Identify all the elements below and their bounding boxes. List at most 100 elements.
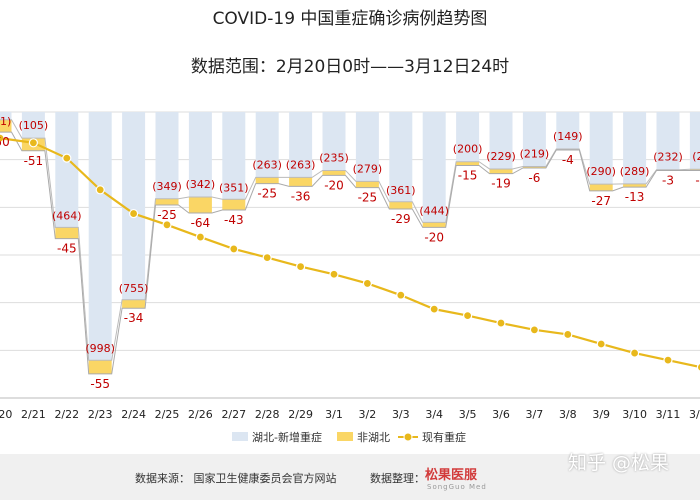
- non-hubei-data-label: -25: [257, 187, 277, 201]
- songguo-logo: 松果医服 SongGuo Med: [425, 464, 489, 496]
- non-hubei-data-label: -29: [391, 212, 411, 226]
- zhihu-watermark: 知乎 @松果: [568, 452, 670, 474]
- legend-swatch-current-point: [403, 432, 413, 442]
- x-tick-label: 3/12: [689, 408, 700, 421]
- bar-hubei: [556, 112, 580, 150]
- x-tick-label: 3/8: [559, 408, 577, 421]
- current-severe-point: [529, 325, 540, 335]
- non-hubei-data-label: -4: [562, 153, 574, 167]
- x-tick-label: 3/3: [392, 408, 410, 421]
- non-hubei-data-label: -50: [0, 135, 10, 149]
- current-severe-point: [629, 348, 640, 358]
- bar-hubei: [88, 112, 112, 361]
- non-hubei-data-label: -25: [358, 191, 378, 205]
- x-tick-label: 3/2: [359, 408, 377, 421]
- bar-hubei: [255, 112, 279, 178]
- bar-hubei: [389, 112, 413, 202]
- bar-hubei: [456, 112, 480, 162]
- x-tick-label: 2/28: [255, 408, 280, 421]
- bar-non-hubei: [589, 184, 613, 191]
- bar-hubei: [422, 112, 446, 223]
- x-tick-label: 2/22: [54, 408, 79, 421]
- current-severe-point: [62, 153, 72, 163]
- bar-non-hubei: [289, 177, 313, 187]
- hubei-data-label: (755): [119, 282, 149, 295]
- bar-hubei: [522, 112, 546, 167]
- non-hubei-data-label: -5: [695, 173, 700, 187]
- current-severe-point: [162, 220, 172, 230]
- current-severe-point: [262, 252, 272, 263]
- bar-hubei: [55, 112, 79, 228]
- non-hubei-data-label: -64: [191, 216, 211, 230]
- bar-non-hubei: [522, 166, 546, 168]
- bar-non-hubei: [155, 198, 179, 206]
- current-severe-point: [563, 329, 573, 340]
- current-severe-point: [28, 138, 39, 148]
- x-tick-label: 3/11: [656, 408, 681, 421]
- bar-hubei: [155, 112, 179, 199]
- bar-non-hubei: [88, 360, 112, 374]
- current-severe-line: [0, 137, 700, 369]
- bar-hubei: [355, 112, 379, 182]
- x-tick-label: 2/27: [221, 408, 246, 421]
- bar-hubei: [656, 112, 680, 170]
- logo-text: 松果医服: [425, 468, 478, 483]
- current-severe-point: [596, 339, 606, 349]
- x-tick-label: 2/25: [155, 408, 180, 421]
- current-severe-point: [396, 290, 406, 300]
- hubei-data-label: (279): [353, 162, 383, 175]
- hubei-data-label: (263): [286, 158, 316, 171]
- non-hubei-data-label: -36: [291, 189, 311, 203]
- non-hubei-data-label: -15: [458, 168, 478, 182]
- logo-subtext: SongGuo Med: [427, 483, 487, 491]
- bar-hubei: [222, 112, 246, 200]
- bar-hubei: [188, 112, 212, 198]
- legend-label-non-hubei: 非湖北: [357, 431, 390, 444]
- current-severe-point: [0, 133, 5, 143]
- current-severe-point: [496, 318, 506, 328]
- non-hubei-data-label: -34: [124, 311, 144, 325]
- bar-non-hubei: [422, 222, 446, 228]
- non-hubei-data-label: -13: [625, 190, 645, 204]
- x-tick-label: 3/9: [592, 408, 610, 421]
- severe-case-chart: (31) -50 (105) -51 (464) -45 (998) -55 (755) -34 (…: [0, 111, 700, 444]
- bar-non-hubei: [255, 177, 279, 184]
- bar-hubei: [589, 112, 613, 185]
- bar-non-hubei: [0, 119, 12, 133]
- hubei-data-label: (361): [386, 184, 416, 197]
- current-severe-point: [296, 261, 306, 272]
- non-hubei-data-label: -20: [424, 230, 444, 244]
- legend-label-hubei: 湖北-新增重症: [252, 430, 322, 444]
- non-hubei-connector-line: [0, 131, 700, 375]
- hubei-data-label: (349): [152, 180, 182, 193]
- footer-bar: 数据来源： 国家卫生健康委员会官方网站 数据整理： 松果医服 SongGuo M…: [0, 454, 700, 500]
- hubei-data-label: (998): [85, 342, 115, 355]
- bar-non-hubei: [55, 227, 79, 239]
- hubei-data-label: (263): [252, 158, 282, 171]
- x-tick-label: 2/21: [21, 408, 46, 421]
- x-tick-label: 3/6: [492, 408, 510, 421]
- bar-non-hubei: [222, 199, 246, 210]
- current-severe-point: [329, 269, 339, 279]
- non-hubei-data-label: -19: [491, 177, 511, 191]
- x-tick-label: 3/10: [622, 408, 647, 421]
- hubei-data-label: (342): [186, 178, 216, 191]
- bar-non-hubei: [122, 299, 146, 309]
- bar-hubei: [21, 112, 45, 139]
- non-hubei-data-label: -6: [528, 171, 540, 185]
- bar-hubei: [322, 112, 346, 171]
- current-severe-point: [362, 278, 372, 289]
- bar-non-hubei: [389, 201, 413, 209]
- x-tick-label: 2/23: [88, 408, 113, 421]
- data-compiler-text: 数据整理：: [370, 472, 425, 485]
- legend-swatch-non-hubei: [337, 432, 353, 441]
- legend-label-current: 现有重症: [422, 430, 466, 444]
- hubei-data-label: (232): [653, 151, 683, 164]
- hubei-data-label: (235): [319, 151, 349, 164]
- non-hubei-data-label: -3: [662, 173, 674, 187]
- hubei-data-label: (351): [219, 181, 249, 194]
- hubei-data-label: (149): [553, 130, 583, 143]
- hubei-data-label: (200): [453, 143, 483, 156]
- bar-non-hubei: [188, 197, 212, 213]
- hubei-data-label: (105): [19, 119, 49, 132]
